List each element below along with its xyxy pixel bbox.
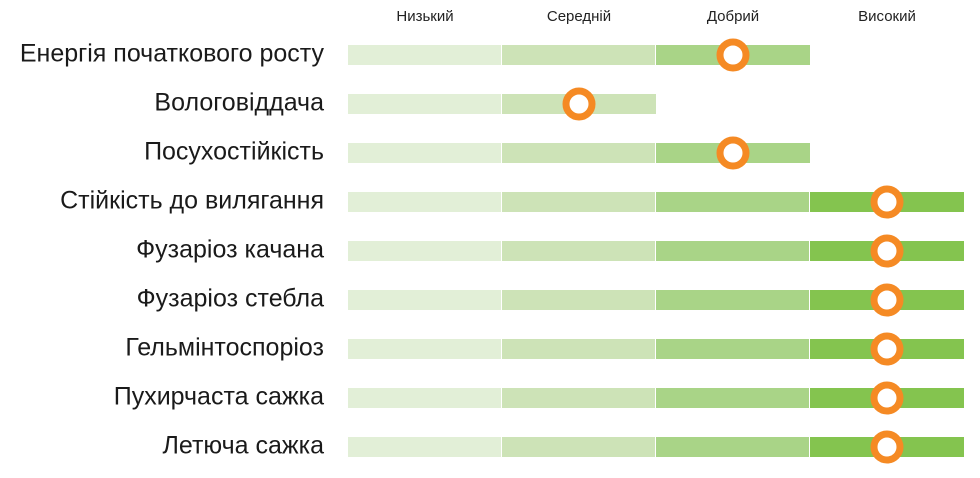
bar-segment (656, 192, 809, 212)
bar-segment (656, 388, 809, 408)
bar-segment (502, 339, 655, 359)
rating-marker (870, 234, 904, 268)
bar-segment (348, 94, 501, 114)
bar-segment (502, 241, 655, 261)
row-label: Енергія початкового росту (20, 40, 325, 68)
row-label: Летюча сажка (162, 432, 324, 460)
bar-segment (348, 437, 501, 457)
bar-segment (348, 290, 501, 310)
level-header-2: Добрий (707, 8, 759, 25)
row-label: Фузаріоз стебла (137, 285, 324, 313)
rating-marker (870, 381, 904, 415)
bar-segment (348, 388, 501, 408)
level-header-1: Середній (547, 8, 611, 25)
rating-marker (716, 38, 750, 72)
row-label: Пухирчаста сажка (114, 383, 324, 411)
bar-segment (348, 192, 501, 212)
bar-segment (502, 290, 655, 310)
bar-segment (656, 437, 809, 457)
bar-segment (656, 339, 809, 359)
bar-segment (502, 45, 655, 65)
bar-segment (348, 45, 501, 65)
row-label: Стійкість до вилягання (60, 187, 324, 215)
bar-segment (502, 388, 655, 408)
bar-segment (656, 241, 809, 261)
row-label: Гельмінтоспоріоз (125, 334, 324, 362)
rating-marker (870, 430, 904, 464)
rating-marker (716, 136, 750, 170)
rating-marker (870, 283, 904, 317)
bar-segment (502, 192, 655, 212)
level-header-3: Високий (858, 8, 916, 25)
rating-marker (562, 87, 596, 121)
bar-segment (502, 437, 655, 457)
row-label: Посухостійкість (144, 138, 324, 166)
bar-segment (502, 143, 655, 163)
bar-segment (656, 290, 809, 310)
row-label: Фузаріоз качана (136, 236, 324, 264)
row-label: Вологовіддача (154, 89, 324, 117)
bar-segment (348, 339, 501, 359)
bar-segment (348, 143, 501, 163)
rating-marker (870, 332, 904, 366)
bar-segment (348, 241, 501, 261)
level-header-0: Низький (396, 8, 453, 25)
rating-marker (870, 185, 904, 219)
